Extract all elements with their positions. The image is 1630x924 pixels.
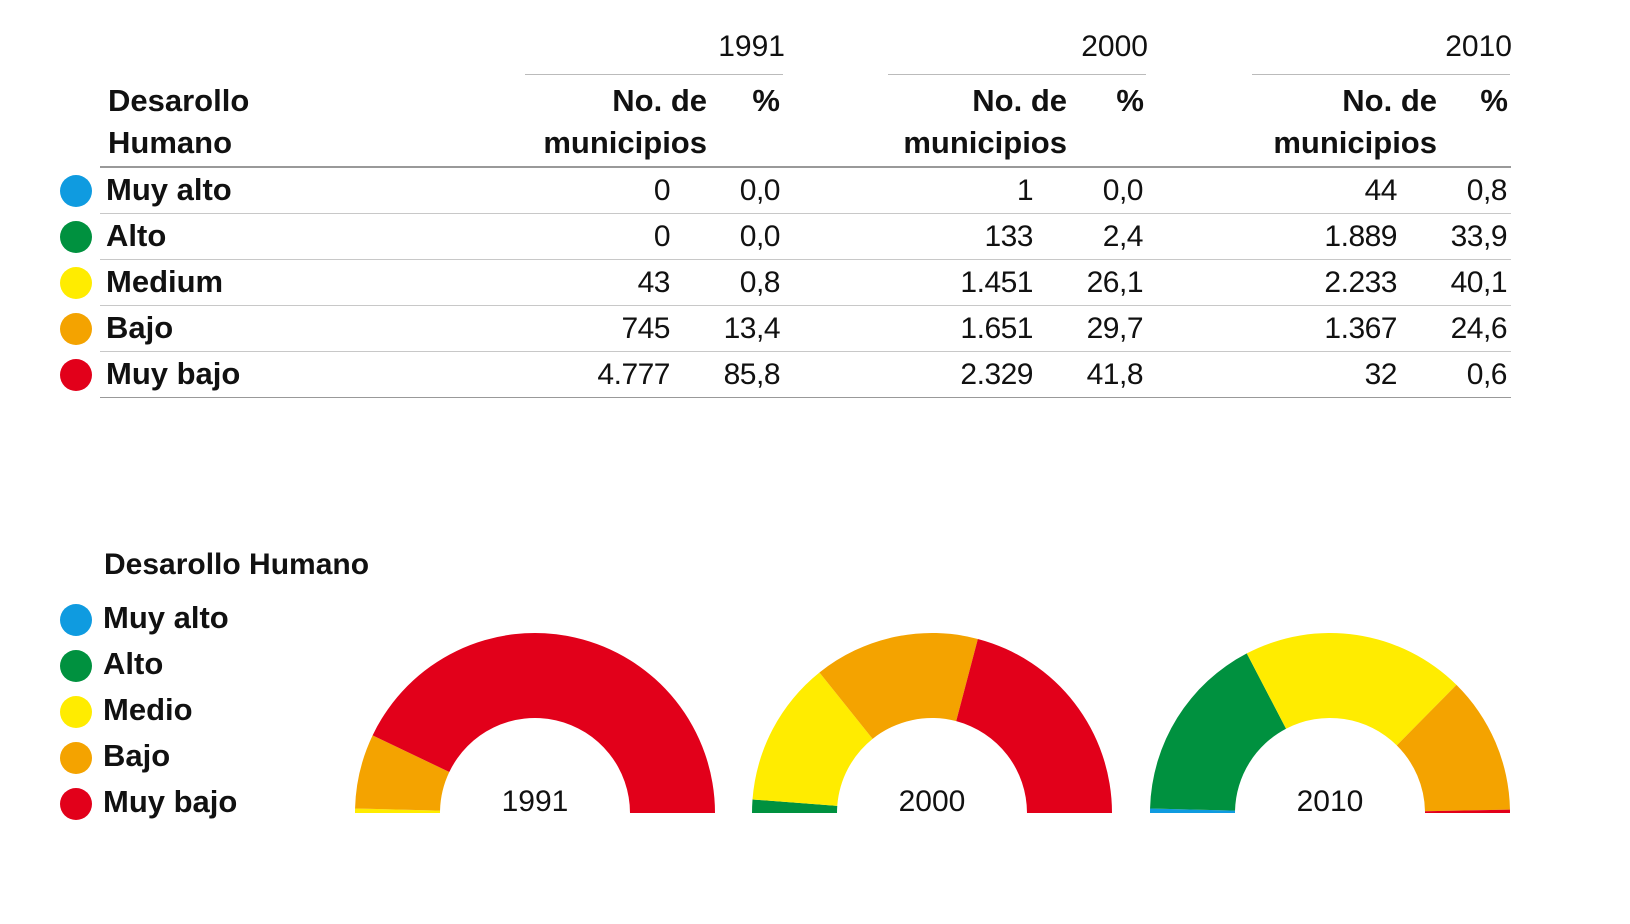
count-header-2000: No. de municipios [903, 83, 1067, 160]
cell-percent: 0,0 [739, 174, 781, 207]
row-rule [100, 213, 1511, 214]
legend-label: Alto [103, 646, 164, 681]
cell-percent: 0,8 [1466, 174, 1508, 207]
cell-count: 4.777 [597, 358, 670, 391]
cell-count: 1.651 [960, 312, 1033, 345]
cell-percent: 0,0 [739, 220, 781, 253]
chart-year-label: 2010 [1297, 785, 1364, 818]
slice-2000-alto [752, 799, 838, 813]
pct-header-2000: % [1116, 83, 1144, 118]
row-rule [100, 259, 1511, 260]
chart-year-label: 2000 [899, 785, 966, 818]
year-header-2000: 2000 [1081, 30, 1148, 63]
cell-count: 44 [1364, 174, 1398, 207]
slice-1991-medio [355, 808, 441, 813]
row-label: Muy alto [106, 172, 232, 207]
cell-count: 0 [653, 174, 671, 207]
cell-percent: 13,4 [723, 312, 781, 345]
slice-2010-muy-alto [1150, 808, 1236, 813]
row-label: Alto [106, 218, 167, 253]
cell-count: 1.367 [1324, 312, 1397, 345]
slice-1991-bajo [355, 735, 450, 811]
row-rule [100, 351, 1511, 352]
pct-header-1991: % [752, 83, 780, 118]
row-label: Medium [106, 264, 224, 299]
cell-percent: 0,6 [1466, 358, 1508, 391]
cell-count: 1 [1016, 174, 1034, 207]
legend-swatch [60, 742, 92, 774]
cell-percent: 33,9 [1450, 220, 1508, 253]
cell-percent: 24,6 [1450, 312, 1508, 345]
row-rule [100, 397, 1511, 398]
year-header-1991: 1991 [718, 30, 785, 63]
cell-count: 1.889 [1324, 220, 1397, 253]
row-swatch [60, 221, 92, 253]
cell-count: 1.451 [960, 266, 1033, 299]
slice-2000-bajo [819, 633, 978, 739]
row-label: Bajo [106, 310, 174, 345]
slice-2010-alto [1150, 653, 1287, 811]
row-label: Muy bajo [106, 356, 241, 391]
slice-2010-bajo [1396, 684, 1510, 812]
cell-count: 32 [1364, 358, 1398, 391]
row-header: Desarollo Humano [108, 83, 250, 160]
cell-count: 2.233 [1324, 266, 1397, 299]
year-rule-2010 [1252, 74, 1510, 75]
slice-2010-medio [1246, 632, 1457, 746]
legend-swatch [60, 788, 92, 820]
legend-swatch [60, 604, 92, 636]
cell-percent: 29,7 [1086, 312, 1144, 345]
cell-percent: 41,8 [1086, 358, 1144, 391]
cell-percent: 2,4 [1102, 220, 1144, 253]
legend-swatch [60, 696, 92, 728]
cell-percent: 0,8 [739, 266, 781, 299]
row-swatch [60, 267, 92, 299]
slice-2000-muy-bajo [956, 638, 1112, 813]
row-swatch [60, 175, 92, 207]
cell-percent: 40,1 [1450, 266, 1508, 299]
row-rule [100, 305, 1511, 306]
row-swatch [60, 313, 92, 345]
cell-count: 745 [621, 312, 670, 345]
chart-year-label: 1991 [502, 785, 569, 818]
year-rule-2000 [888, 74, 1146, 75]
cell-count: 133 [984, 220, 1033, 253]
legend-swatch [60, 650, 92, 682]
legend-label: Muy bajo [103, 784, 238, 819]
row-swatch [60, 359, 92, 391]
count-header-1991: No. de municipios [543, 83, 707, 160]
slice-2010-muy-bajo [1424, 809, 1510, 813]
cell-percent: 26,1 [1086, 266, 1144, 299]
cell-count: 2.329 [960, 358, 1033, 391]
year-rule-1991 [525, 74, 783, 75]
count-header-2010: No. de municipios [1273, 83, 1437, 160]
cell-count: 0 [653, 220, 671, 253]
cell-percent: 85,8 [723, 358, 781, 391]
header-rule [100, 166, 1511, 168]
legend-title: Desarollo Humano [104, 548, 370, 581]
legend-label: Muy alto [103, 600, 229, 635]
legend-label: Bajo [103, 738, 171, 773]
cell-count: 43 [637, 266, 671, 299]
slice-1991-muy-bajo [372, 632, 715, 813]
pct-header-2010: % [1480, 83, 1508, 118]
year-header-2010: 2010 [1445, 30, 1512, 63]
slice-2000-medio [752, 672, 873, 806]
legend-label: Medio [103, 692, 193, 727]
cell-percent: 0,0 [1102, 174, 1144, 207]
